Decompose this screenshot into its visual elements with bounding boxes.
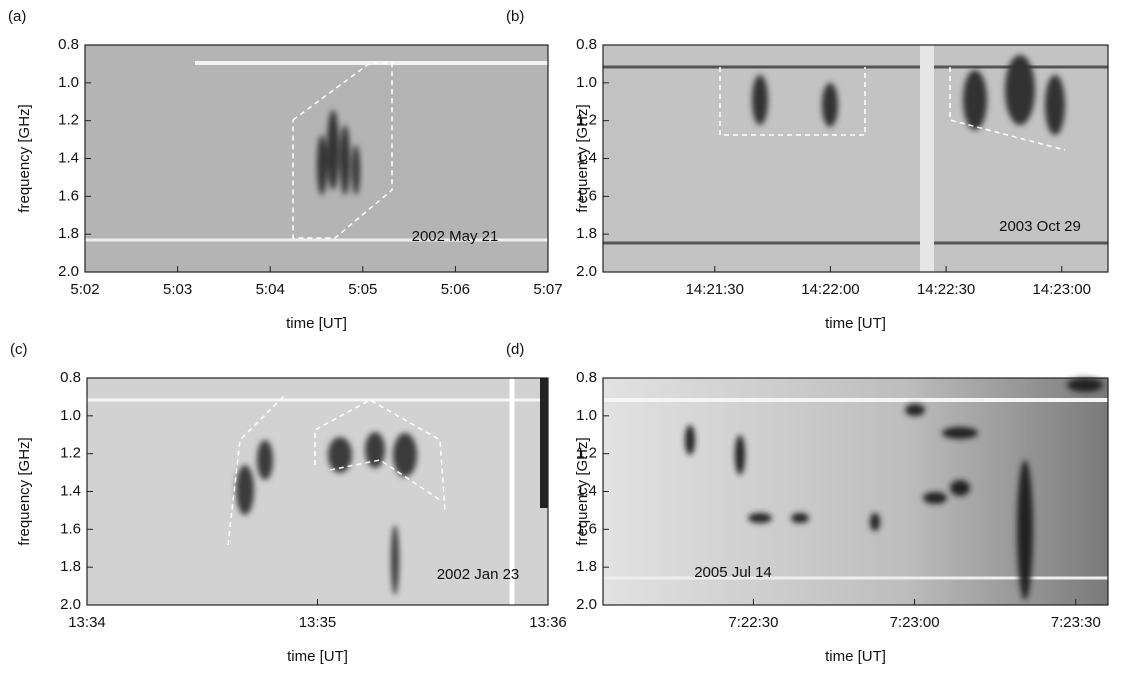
y-tick-label: 1.8 [576, 225, 597, 242]
y-tick-label: 1.2 [576, 445, 597, 462]
y-tick-label: 0.8 [576, 36, 597, 53]
date-annotation: 2002 May 21 [412, 228, 499, 245]
y-tick-label: 1.0 [576, 74, 597, 91]
y-tick-label: 1.2 [576, 112, 597, 129]
y-tick-label: 1.4 [576, 149, 597, 166]
x-tick-label: 14:22:00 [801, 281, 859, 298]
y-tick-label: 1.6 [58, 187, 79, 204]
y-tick-label: 1.0 [58, 74, 79, 91]
y-axis-label: frequency [GHz] [574, 104, 591, 212]
x-axis-label: time [UT] [825, 648, 886, 665]
y-tick-label: 1.6 [60, 520, 81, 537]
x-tick-label: 5:07 [533, 281, 562, 298]
x-tick-label: 13:34 [68, 614, 106, 631]
panel-label: (b) [506, 8, 524, 25]
y-tick-label: 1.0 [60, 407, 81, 424]
panel-label: (a) [8, 8, 26, 25]
spectrogram-image [85, 45, 1108, 605]
x-tick-label: 13:36 [529, 614, 567, 631]
x-tick-label: 5:04 [256, 281, 285, 298]
x-tick-label: 5:05 [348, 281, 377, 298]
x-axis-label: time [UT] [825, 315, 886, 332]
x-axis-label: time [UT] [287, 648, 348, 665]
y-tick-label: 0.8 [60, 369, 81, 386]
y-tick-label: 1.4 [58, 149, 79, 166]
y-tick-label: 1.2 [60, 445, 81, 462]
y-axis-label: frequency [GHz] [16, 437, 33, 545]
date-annotation: 2005 Jul 14 [694, 564, 772, 581]
x-tick-label: 5:02 [70, 281, 99, 298]
y-tick-label: 1.6 [576, 187, 597, 204]
date-annotation: 2002 Jan 23 [437, 566, 520, 583]
x-tick-label: 14:23:00 [1033, 281, 1091, 298]
x-tick-label: 14:21:30 [686, 281, 744, 298]
y-axis-label: frequency [GHz] [574, 437, 591, 545]
x-tick-label: 7:23:00 [890, 614, 940, 631]
y-tick-label: 1.8 [60, 558, 81, 575]
y-tick-label: 0.8 [58, 36, 79, 53]
y-tick-label: 1.8 [576, 558, 597, 575]
y-axis-label: frequency [GHz] [16, 104, 33, 212]
panel-label: (d) [506, 341, 524, 358]
y-tick-label: 2.0 [576, 263, 597, 280]
panel-label: (c) [10, 341, 28, 358]
y-tick-label: 2.0 [58, 263, 79, 280]
date-annotation: 2003 Oct 29 [999, 218, 1081, 235]
x-axis-label: time [UT] [286, 315, 347, 332]
y-tick-label: 1.0 [576, 407, 597, 424]
y-tick-label: 1.8 [58, 225, 79, 242]
y-tick-label: 2.0 [60, 596, 81, 613]
x-tick-label: 5:06 [441, 281, 470, 298]
x-tick-label: 5:03 [163, 281, 192, 298]
y-tick-label: 0.8 [576, 369, 597, 386]
y-tick-label: 1.2 [58, 112, 79, 129]
y-tick-label: 1.4 [576, 482, 597, 499]
x-tick-label: 7:23:30 [1051, 614, 1101, 631]
x-tick-label: 7:22:30 [728, 614, 778, 631]
x-tick-label: 13:35 [299, 614, 337, 631]
y-tick-label: 2.0 [576, 596, 597, 613]
y-tick-label: 1.4 [60, 482, 81, 499]
y-tick-label: 1.6 [576, 520, 597, 537]
x-tick-label: 14:22:30 [917, 281, 975, 298]
